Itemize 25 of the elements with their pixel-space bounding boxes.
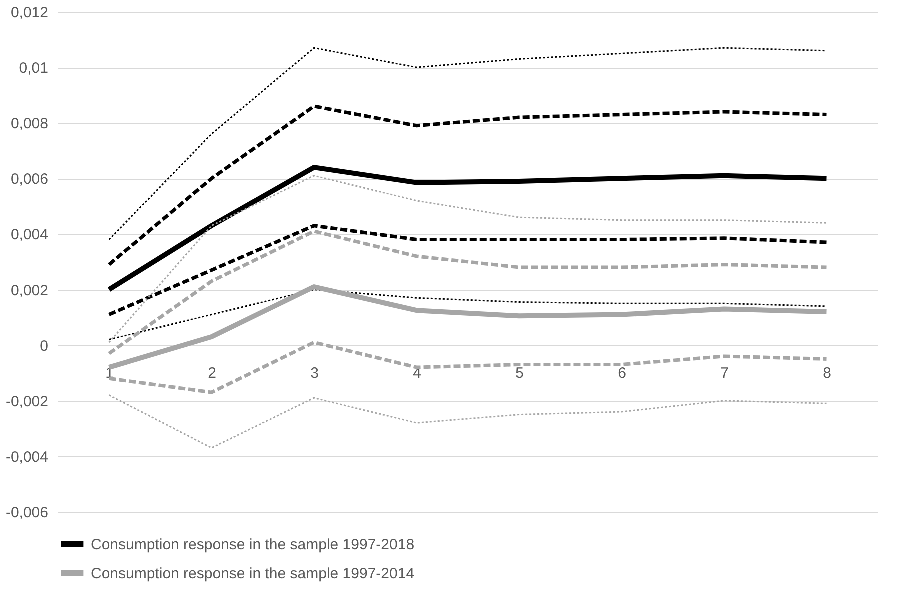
x-tick-label: 5	[516, 364, 524, 382]
x-tick-label: 7	[720, 364, 729, 382]
y-tick-label: 0,006	[10, 171, 48, 188]
x-tick-label: 6	[618, 364, 626, 382]
x-tick-label: 3	[310, 364, 319, 382]
line-series	[108, 175, 828, 344]
x-tick-label: 2	[208, 364, 216, 382]
y-tick-label: -0,004	[6, 448, 48, 466]
y-tick-label: 0,01	[19, 60, 48, 78]
y-tick-label: 0	[40, 338, 48, 355]
x-tick-label: 8	[823, 364, 832, 382]
y-tick-label: -0,006	[6, 504, 48, 522]
legend-label: Consumption response in the sample 1997-2018	[91, 536, 415, 554]
line-series	[108, 47, 828, 241]
y-tick-label: 0,004	[10, 226, 48, 244]
line-series	[108, 394, 828, 449]
legend-label: Consumption response in the sample 1997-2014	[91, 566, 415, 582]
y-tick-label: 0,012	[10, 4, 48, 22]
y-tick-label: 0,008	[10, 116, 48, 133]
line-series	[108, 104, 828, 267]
line-series	[108, 230, 828, 356]
y-tick-label: -0,002	[6, 393, 48, 410]
line-series	[108, 289, 828, 341]
line-series	[108, 224, 828, 317]
y-tick-label: 0,002	[10, 282, 48, 300]
